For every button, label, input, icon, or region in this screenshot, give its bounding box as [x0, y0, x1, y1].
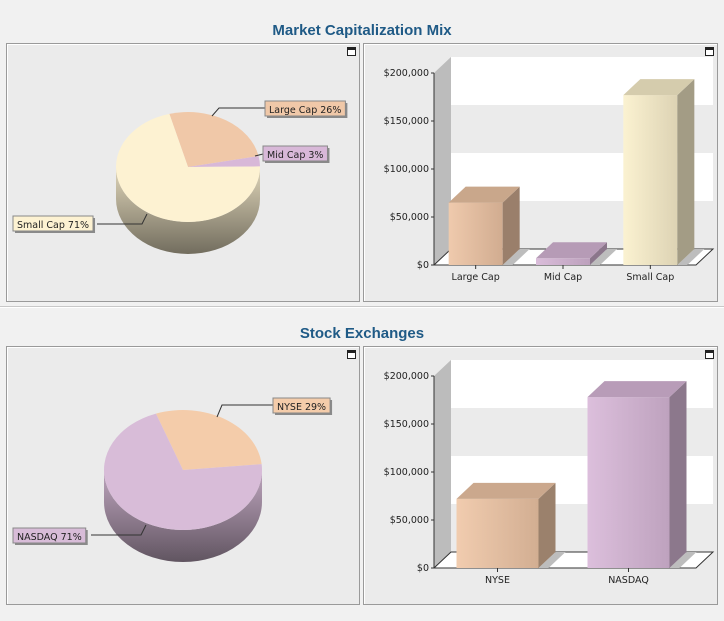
y-tick-label: $0: [417, 260, 429, 271]
pie-side-wall: [116, 167, 260, 254]
bar: [587, 397, 670, 568]
bar-top: [448, 186, 520, 203]
x-tick-label: NYSE: [485, 575, 510, 586]
bar-side: [502, 186, 520, 265]
bar: [536, 258, 590, 265]
pie-leader-line: [91, 524, 147, 536]
pie-slice: [169, 112, 259, 167]
bar: [456, 498, 539, 568]
stock-exchanges-pie-panel: NYSE 29% NASDAQ 71%: [6, 346, 360, 605]
pie-slice-label: NYSE 29%: [277, 402, 326, 413]
bar-top: [456, 482, 556, 499]
bar-top: [623, 79, 695, 96]
pie-side-wall: [104, 470, 262, 562]
stock-exchanges-title: Stock Exchanges: [299, 325, 425, 342]
market-cap-pie-chart: Large Cap 26% Mid Cap 3% Small Cap 71%: [12, 100, 348, 254]
bar: [623, 95, 678, 265]
pie-slice-label: Mid Cap 3%: [267, 150, 323, 161]
stock-exchanges-bar-panel: $0 $50,000 $100,000 $150,000 $200,000 NYSE NAS…: [363, 346, 718, 605]
pie-label-box: [272, 397, 331, 414]
pie-slice: [115, 113, 261, 223]
section-divider: [0, 306, 724, 308]
bar: [448, 202, 503, 265]
maximize-icon[interactable]: [347, 47, 356, 56]
y-tick-label: $50,000: [390, 212, 429, 223]
x-tick-label: Small Cap: [626, 272, 674, 283]
bar-side: [669, 381, 687, 568]
maximize-icon[interactable]: [347, 350, 356, 359]
stock-exchanges-bar-chart: $0 $50,000 $100,000 $150,000 $200,000 NYSE NAS…: [384, 360, 715, 586]
pie-slice-label: Large Cap 26%: [269, 105, 341, 116]
maximize-icon[interactable]: [705, 47, 714, 56]
pie-label-box: [264, 100, 346, 117]
y-tick-label: $50,000: [390, 515, 429, 526]
stock-exchanges-pie-chart: NYSE 29% NASDAQ 71%: [12, 397, 333, 562]
left-wall: [434, 360, 451, 568]
pie-leader-line: [97, 213, 148, 225]
bar-side: [538, 482, 556, 568]
market-cap-pie-panel: Large Cap 26% Mid Cap 3% Small Cap 71%: [6, 43, 360, 302]
y-tick-label: $0: [417, 563, 429, 574]
pie-label-box: [12, 527, 87, 544]
pie-slice: [155, 410, 262, 470]
y-tick-label: $200,000: [384, 371, 429, 382]
y-tick-label: $200,000: [384, 68, 429, 79]
pie-slice-label: Small Cap 71%: [17, 220, 89, 231]
bar-side: [590, 242, 607, 265]
y-tick-label: $100,000: [384, 164, 429, 175]
market-cap-bar-panel: $0 $50,000 $100,000 $150,000 $200,000 Large C…: [363, 43, 718, 302]
maximize-icon[interactable]: [705, 350, 714, 359]
x-tick-label: NASDAQ: [608, 575, 649, 586]
pie-leader-line: [211, 107, 265, 117]
pie-slice: [188, 156, 260, 167]
bar-side: [677, 79, 695, 265]
pie-label-box: [12, 215, 94, 232]
x-tick-label: Large Cap: [452, 272, 500, 283]
pie-slice: [104, 413, 263, 530]
pie-leader-line: [216, 404, 273, 418]
x-tick-label: Mid Cap: [544, 272, 582, 283]
pie-label-box: [262, 145, 328, 162]
bar-top: [587, 381, 687, 398]
y-tick-label: $150,000: [384, 116, 429, 127]
market-cap-title: Market Capitalization Mix: [272, 22, 452, 39]
bar-top: [536, 242, 607, 259]
left-wall: [434, 57, 451, 265]
market-cap-bar-chart: $0 $50,000 $100,000 $150,000 $200,000 Large C…: [384, 57, 715, 283]
y-tick-label: $100,000: [384, 467, 429, 478]
y-tick-label: $150,000: [384, 419, 429, 430]
pie-slice-label: NASDAQ 71%: [17, 532, 82, 543]
pie-leader-line: [254, 153, 264, 157]
